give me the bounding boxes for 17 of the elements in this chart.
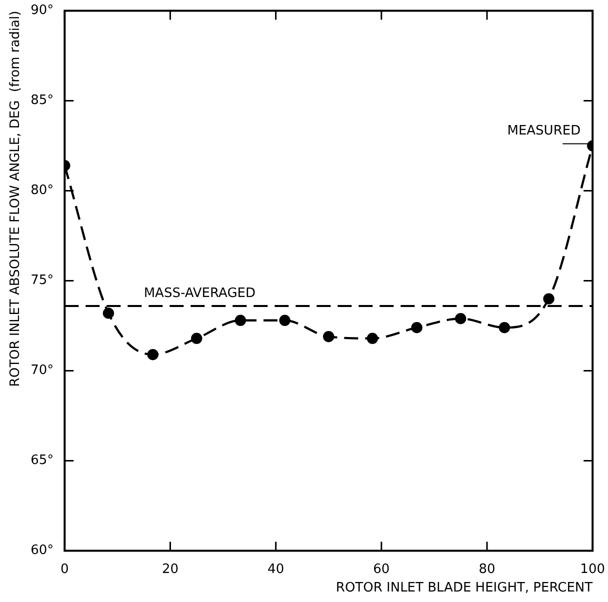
y-tick-label: 70° <box>30 363 54 378</box>
x-axis-title: ROTOR INLET BLADE HEIGHT, PERCENT <box>336 580 593 596</box>
y-tick-label: 65° <box>30 453 54 468</box>
x-tick-label: 0 <box>60 562 69 577</box>
x-tick-label: 60 <box>373 562 390 577</box>
y-tick-label: 80° <box>30 183 54 198</box>
x-tick-label: 20 <box>162 562 179 577</box>
x-tick-label: 100 <box>580 562 606 577</box>
x-tick-label: 80 <box>478 562 496 577</box>
y-tick-label: 85° <box>30 93 54 108</box>
annotation: MEASURED <box>507 124 581 139</box>
y-tick-label: 75° <box>30 273 54 288</box>
y-tick-label: 90° <box>30 3 54 18</box>
y-tick-label: 60° <box>30 543 54 558</box>
x-tick-label: 40 <box>268 562 284 577</box>
y-axis-title: ROTOR INLET ABSOLUTE FLOW ANGLE, DEG (from radial) <box>8 10 24 387</box>
ref-line-label: MASS-AVERAGED <box>144 286 256 301</box>
